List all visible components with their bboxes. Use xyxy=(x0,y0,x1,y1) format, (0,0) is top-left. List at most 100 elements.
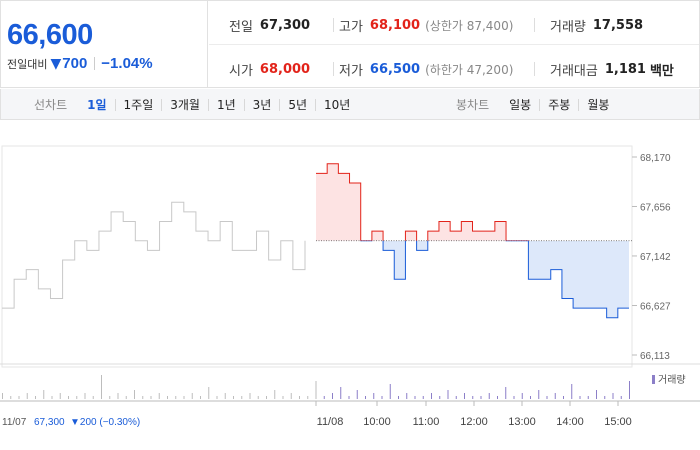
volume-legend-swatch xyxy=(652,375,655,384)
volume-bar xyxy=(406,393,408,399)
volume-bar xyxy=(26,393,28,399)
x-tick-label: 14:00 xyxy=(556,416,584,428)
x-tick-label: 11:00 xyxy=(413,416,440,428)
volume-bar xyxy=(233,396,234,399)
volume-bar xyxy=(596,390,597,399)
chart-grid xyxy=(0,145,700,402)
volume-bar xyxy=(505,387,507,399)
volume-bar xyxy=(447,390,449,399)
tab-1-year[interactable]: 1년 xyxy=(207,98,244,111)
stat-sub: (상한가 87,400) xyxy=(425,19,514,33)
volume-bar xyxy=(307,396,309,399)
prev-day-change: ▼200 (−0.30%) xyxy=(70,417,140,428)
tab-weekly-candle[interactable]: 주봉 xyxy=(539,98,578,111)
stat-value: 66,500 xyxy=(369,62,421,77)
volume-bar xyxy=(455,396,457,399)
y-axis-ticks: 68,170 67,656 67,142 66,627 66,113 xyxy=(632,153,671,362)
x-tick-label: 15:00 xyxy=(604,416,632,428)
volume-bar xyxy=(150,396,152,399)
stat-amount: 거래대금 1,181 백만 xyxy=(550,60,674,79)
volume-bar xyxy=(134,390,135,399)
x-tick-label: 13:00 xyxy=(508,416,536,428)
stat-open: 시가 68,000 xyxy=(229,60,310,79)
volume-bar xyxy=(356,390,358,399)
x-tick-label: 11/08 xyxy=(317,416,344,428)
volume-bar xyxy=(513,396,515,399)
volume-bar xyxy=(563,396,564,399)
volume-bar xyxy=(10,396,12,399)
candle-chart-tabs: 봉차트 일봉 주봉 월봉 xyxy=(456,96,617,113)
volume-bar xyxy=(323,396,325,399)
volume-bar xyxy=(546,396,548,399)
stat-value: 68,100 xyxy=(369,18,421,33)
price-box: 66,600 전일대비 ▼ 700 −1.04% xyxy=(1,1,208,87)
stat-value: 68,000 xyxy=(259,62,311,77)
prev-day-close: 67,300 xyxy=(34,417,65,428)
tab-10-years[interactable]: 10년 xyxy=(315,98,358,111)
volume-bar xyxy=(571,384,573,399)
tab-1-week[interactable]: 1주일 xyxy=(114,98,162,111)
line-chart-tabs: 선차트 1일 1주일 3개월 1년 3년 5년 10년 xyxy=(34,96,358,113)
volume-bar xyxy=(191,393,193,399)
volume-bar xyxy=(274,390,276,399)
stat-sub: (하한가 47,200) xyxy=(425,63,514,77)
volume-bar xyxy=(464,393,465,399)
series-today-line-up xyxy=(316,163,529,241)
volume-bar xyxy=(249,393,251,399)
chart-lines xyxy=(2,163,632,319)
tab-5-years[interactable]: 5년 xyxy=(279,98,315,111)
stat-label: 시가 xyxy=(229,64,253,79)
volume-bar xyxy=(266,396,267,399)
volume-bar xyxy=(480,396,482,399)
price-chart[interactable]: 68,170 67,656 67,142 66,627 66,113 거래량 11/08… xyxy=(0,120,700,450)
volume-bar xyxy=(340,387,342,399)
volume-bar xyxy=(125,396,127,399)
volume-bar xyxy=(530,396,531,399)
volume-bar xyxy=(208,387,210,399)
volume-bar xyxy=(373,393,375,399)
volume-bar xyxy=(51,396,53,399)
volume-bar xyxy=(101,375,102,399)
volume-legend-label: 거래량 xyxy=(658,374,686,386)
volume-bar xyxy=(175,396,177,399)
price-chart-area: 68,170 67,656 67,142 66,627 66,113 거래량 11/08… xyxy=(0,120,700,450)
y-tick-label: 66,113 xyxy=(640,351,670,362)
volume-bar xyxy=(224,393,226,399)
volume-bar xyxy=(521,393,523,399)
volume-bar xyxy=(183,396,185,399)
volume-bar xyxy=(422,396,424,399)
stat-label: 거래대금 xyxy=(550,64,598,79)
tab-3-years[interactable]: 3년 xyxy=(243,98,280,111)
stat-low: 저가 66,500 (하한가 47,200) xyxy=(339,60,513,79)
volume-bar xyxy=(241,396,243,399)
x-axis: 11/08 10:00 11:00 12:00 13:00 14:00 15:00 11/07… xyxy=(2,401,632,428)
volume-bar xyxy=(604,396,606,399)
stat-divider xyxy=(534,18,535,32)
stat-divider xyxy=(534,62,535,76)
volume-bar xyxy=(216,396,218,399)
stat-prev-close: 전일 67,300 xyxy=(229,16,310,35)
volume-bar xyxy=(142,396,144,399)
volume-bar xyxy=(43,390,45,399)
volume-bar xyxy=(68,396,69,399)
stat-high: 고가 68,100 (상한가 87,400) xyxy=(339,16,513,35)
volume-bar xyxy=(109,396,111,399)
tab-3-months[interactable]: 3개월 xyxy=(161,98,208,111)
volume-bar xyxy=(158,393,160,399)
tab-daily-candle[interactable]: 일봉 xyxy=(509,97,532,112)
plot-frame xyxy=(1,145,633,368)
volume-bar xyxy=(76,396,78,399)
prev-day-date: 11/07 xyxy=(2,417,27,428)
volume-bar xyxy=(381,396,383,399)
quote-header: 66,600 전일대비 ▼ 700 −1.04% 전일 67,300 고가 68… xyxy=(0,0,700,88)
y-tick-label: 67,656 xyxy=(640,202,671,213)
volume-bar xyxy=(538,390,540,399)
tab-monthly-candle[interactable]: 월봉 xyxy=(578,98,617,111)
change-label: 전일대비 xyxy=(7,57,48,71)
volume-bar xyxy=(439,396,441,399)
volume-bar xyxy=(554,393,556,399)
volume-bar xyxy=(612,393,614,399)
volume-bar xyxy=(389,384,391,399)
stat-volume: 거래량 17,558 xyxy=(550,16,643,35)
tab-1-day[interactable]: 1일 xyxy=(87,97,107,112)
